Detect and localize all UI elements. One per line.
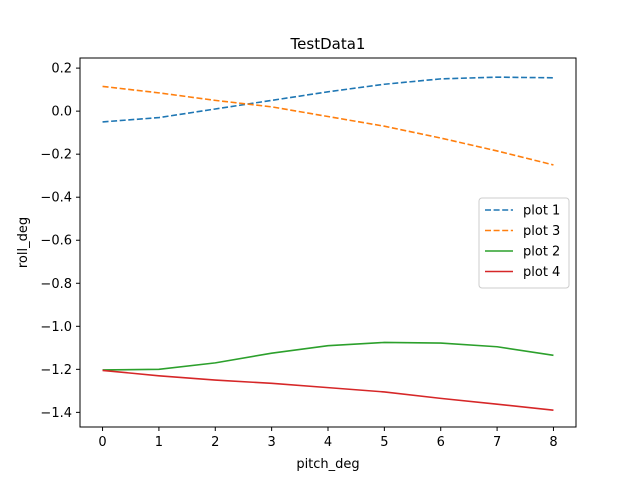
x-tick-label: 1 — [155, 435, 163, 450]
y-tick-label: −0.2 — [40, 148, 72, 163]
x-tick-label: 6 — [437, 435, 445, 450]
y-tick-label: −1.0 — [40, 320, 72, 335]
series-line-plot-3 — [102, 85, 554, 166]
plot-area — [102, 76, 554, 412]
x-tick-label: 5 — [380, 435, 388, 450]
series-line-plot-4 — [102, 369, 554, 412]
y-tick-label: −0.4 — [40, 191, 72, 206]
y-axis-label: roll_deg — [16, 217, 31, 268]
y-tick-label: −1.2 — [40, 363, 72, 378]
y-axis-ticks: 0.2 0.0 −0.2 −0.4 −0.6 −0.8 −1.0 −1.2 −1.4 — [40, 62, 80, 421]
y-tick-label: −1.4 — [40, 406, 72, 421]
x-tick-label: 7 — [493, 435, 501, 450]
series-line-plot-1 — [102, 76, 554, 123]
legend-box — [478, 197, 570, 289]
x-tick-label: 8 — [549, 435, 557, 450]
x-axis-ticks: 0 1 2 3 4 5 6 7 8 — [98, 427, 558, 450]
legend: plot 1 plot 3 plot 2 plot 4 — [478, 197, 570, 289]
y-tick-label: 0.2 — [51, 62, 72, 77]
x-tick-label: 4 — [324, 435, 332, 450]
legend-label: plot 4 — [523, 265, 560, 280]
series-line-plot-2 — [102, 341, 554, 371]
y-tick-label: −0.8 — [40, 277, 72, 292]
x-tick-label: 2 — [211, 435, 219, 450]
x-axis-label: pitch_deg — [296, 457, 359, 472]
legend-label: plot 2 — [523, 245, 560, 260]
x-tick-label: 3 — [267, 435, 275, 450]
x-tick-label: 0 — [98, 435, 106, 450]
y-tick-label: 0.0 — [51, 105, 72, 120]
chart-title: TestData1 — [290, 35, 366, 53]
legend-label: plot 1 — [523, 204, 560, 219]
legend-label: plot 3 — [523, 224, 560, 239]
y-tick-label: −0.6 — [40, 234, 72, 249]
